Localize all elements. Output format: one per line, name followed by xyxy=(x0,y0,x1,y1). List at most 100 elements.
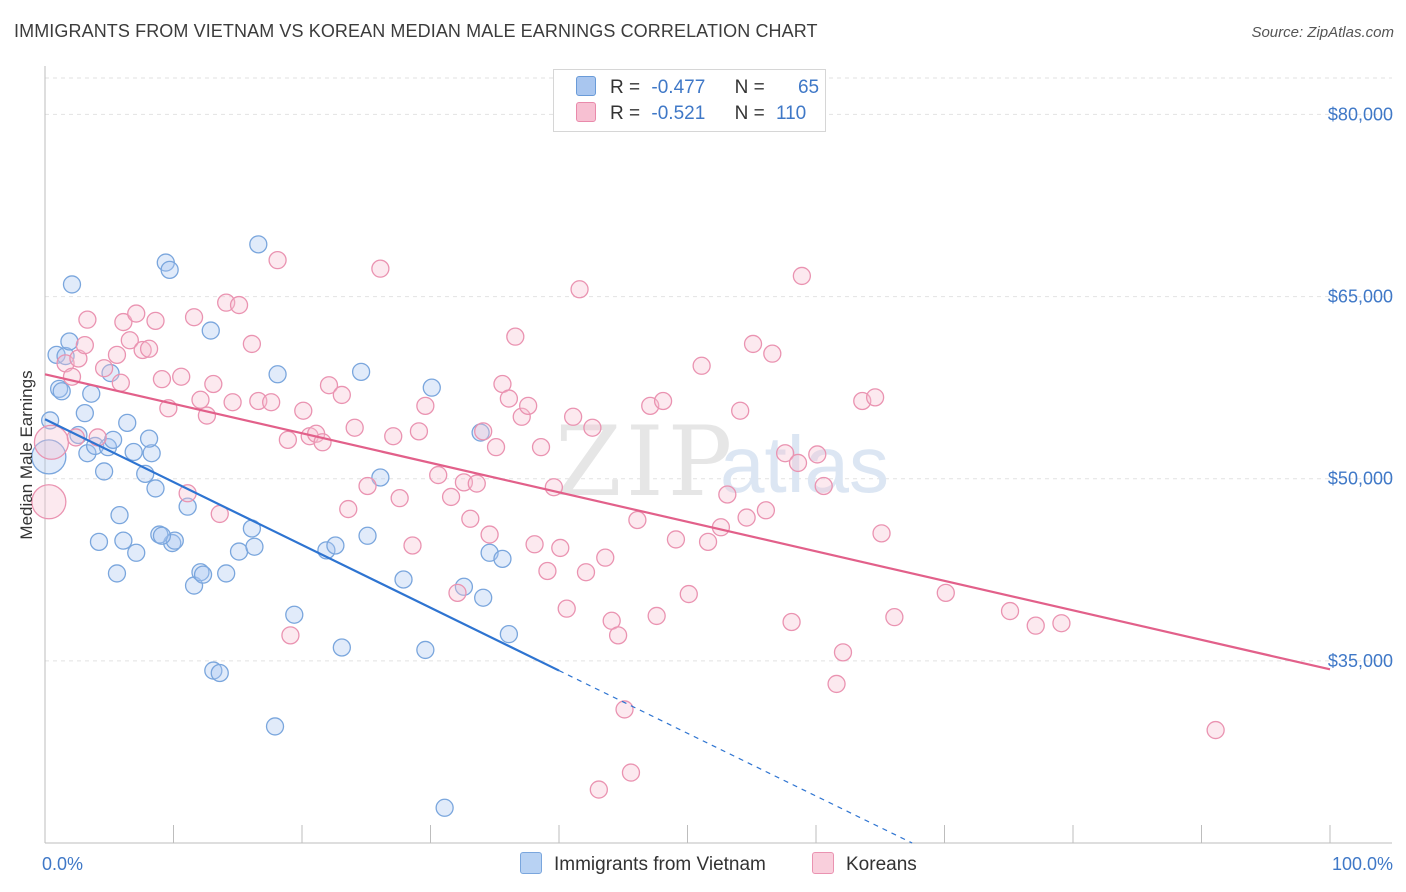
vietnam-point xyxy=(326,536,345,555)
korean-point xyxy=(589,780,608,799)
vietnam-point xyxy=(146,479,165,498)
vietnam-point xyxy=(110,505,129,525)
korean-point xyxy=(679,584,698,604)
legend-item-vietnam: Immigrants from Vietnam xyxy=(520,852,766,876)
korean-point xyxy=(229,295,249,315)
korean-point xyxy=(120,331,139,350)
korean-point xyxy=(429,465,448,485)
korean-point xyxy=(133,340,152,360)
korean-point xyxy=(512,407,531,426)
vietnam-point xyxy=(62,275,82,294)
watermark-zip: ZIP xyxy=(555,406,736,518)
korean-point xyxy=(563,407,583,426)
korean-point xyxy=(782,612,801,632)
korean-point xyxy=(731,401,750,420)
korean-point xyxy=(872,524,891,543)
vietnam-point xyxy=(474,588,493,607)
korean-point xyxy=(557,599,576,618)
legend-item-koreans: Koreans xyxy=(812,852,917,876)
korean-point xyxy=(583,418,602,437)
points xyxy=(31,235,1225,817)
vietnam-point xyxy=(114,531,133,550)
korean-point xyxy=(499,389,519,408)
vietnam-points xyxy=(31,235,519,817)
korean-point xyxy=(525,535,544,554)
vietnam-point xyxy=(127,543,146,562)
stats-legend-row-koreans: R = -0.521 N = 110 xyxy=(576,102,806,126)
korean-point xyxy=(139,339,159,358)
korean-trendline xyxy=(44,373,1331,671)
korean-point xyxy=(390,488,409,508)
vietnam-point xyxy=(191,563,210,582)
korean-point xyxy=(88,428,107,447)
korean-point xyxy=(467,474,486,493)
korean-point xyxy=(474,422,493,441)
korean-point xyxy=(608,626,628,645)
vietnam-point xyxy=(435,798,454,817)
korean-point xyxy=(31,484,67,520)
korean-point xyxy=(78,310,97,329)
chart-source: Source: ZipAtlas.com xyxy=(1251,24,1394,41)
vietnam-legend-swatch xyxy=(520,852,542,874)
korean-point xyxy=(833,643,853,662)
vietnam-point xyxy=(493,549,512,569)
trendlines xyxy=(44,373,1331,844)
vietnam-point xyxy=(82,384,101,403)
korean-point xyxy=(506,327,525,346)
korean-point xyxy=(653,391,673,411)
korean-point xyxy=(1052,614,1071,633)
vietnam-point xyxy=(75,403,94,423)
vietnam-point xyxy=(139,429,159,448)
vietnam-point xyxy=(160,260,179,280)
korean-point xyxy=(345,418,364,437)
korean-point xyxy=(519,396,538,416)
korean-point xyxy=(698,532,718,552)
vietnam-swatch xyxy=(576,76,596,96)
korean-point xyxy=(480,525,499,544)
korean-point xyxy=(178,484,197,503)
korean-point xyxy=(743,334,763,354)
vietnam-point xyxy=(124,442,143,462)
vietnam-point xyxy=(265,717,285,736)
y-tick-label: $65,000 xyxy=(1328,287,1393,307)
n-label: N = xyxy=(734,77,765,98)
vietnam-point xyxy=(217,564,236,583)
x-tick-label-min: 0.0% xyxy=(42,854,83,874)
vietnam-point xyxy=(210,663,229,683)
y-tick-label: $50,000 xyxy=(1328,469,1393,489)
korean-point xyxy=(885,607,904,627)
korean-point xyxy=(615,700,634,719)
vietnam-point xyxy=(94,462,114,481)
r-label: R = xyxy=(610,103,641,124)
vietnam-point xyxy=(351,362,371,382)
korean-point xyxy=(416,396,435,416)
vietnam-point xyxy=(142,444,161,463)
koreans-legend-label: Koreans xyxy=(846,854,917,875)
korean-point xyxy=(827,674,846,694)
korean-point xyxy=(1000,601,1020,621)
korean-point xyxy=(114,312,133,332)
vietnam-trendline xyxy=(44,418,560,672)
korean-point xyxy=(647,606,666,626)
vietnam-legend-label: Immigrants from Vietnam xyxy=(554,854,766,875)
n-value: 110 xyxy=(775,103,807,124)
vietnam-point xyxy=(178,497,197,516)
korean-point xyxy=(1206,720,1225,740)
vietnam-point xyxy=(60,332,79,351)
korean-point xyxy=(1026,616,1045,635)
vietnam-point xyxy=(268,365,287,384)
vietnam-point xyxy=(499,624,519,644)
korean-point xyxy=(403,536,422,555)
y-tick-label: $80,000 xyxy=(1328,104,1393,124)
vietnam-point xyxy=(89,532,109,552)
vietnam-point xyxy=(31,439,67,475)
vietnam-trendline-extension xyxy=(558,670,913,844)
stats-legend-row-vietnam: R = -0.477 N = 65 xyxy=(576,76,819,100)
y-tick-label: $35,000 xyxy=(1328,651,1393,671)
y-axis-title: Median Male Earnings xyxy=(17,370,36,539)
korean-point xyxy=(127,304,146,323)
korean-point xyxy=(461,509,480,528)
korean-point xyxy=(808,445,827,464)
vietnam-point xyxy=(245,537,264,556)
